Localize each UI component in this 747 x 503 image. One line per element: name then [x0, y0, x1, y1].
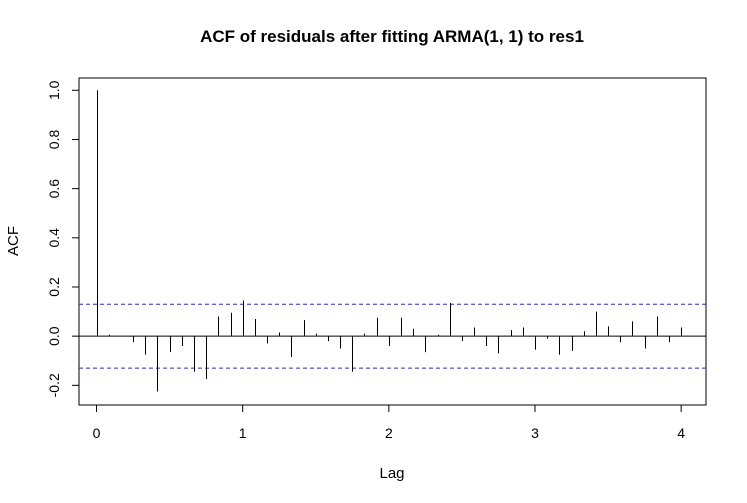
x-tick-label: 4: [677, 425, 685, 441]
x-tick-label: 2: [385, 425, 393, 441]
chart-title: ACF of residuals after fitting ARMA(1, 1…: [200, 27, 584, 46]
y-tick-label: -0.2: [46, 373, 62, 397]
y-tick-label: 0.0: [46, 326, 62, 346]
y-tick-label: 0.2: [46, 277, 62, 297]
plot-marks: [79, 90, 706, 392]
y-axis-label: ACF: [5, 226, 22, 256]
y-tick-label: 1.0: [46, 80, 62, 100]
x-axis-label: Lag: [379, 465, 404, 482]
y-axis: -0.2 0.0 0.2 0.4 0.6 0.8 1.0: [46, 80, 79, 397]
x-tick-label: 1: [239, 425, 247, 441]
y-tick-label: 0.6: [46, 179, 62, 199]
plot-frame: [78, 77, 707, 406]
x-axis: 0 1 2 3 4: [93, 405, 685, 441]
x-tick-label: 3: [531, 425, 539, 441]
x-tick-label: 0: [93, 425, 101, 441]
y-tick-label: 0.4: [46, 228, 62, 248]
y-tick-label: 0.8: [46, 130, 62, 150]
